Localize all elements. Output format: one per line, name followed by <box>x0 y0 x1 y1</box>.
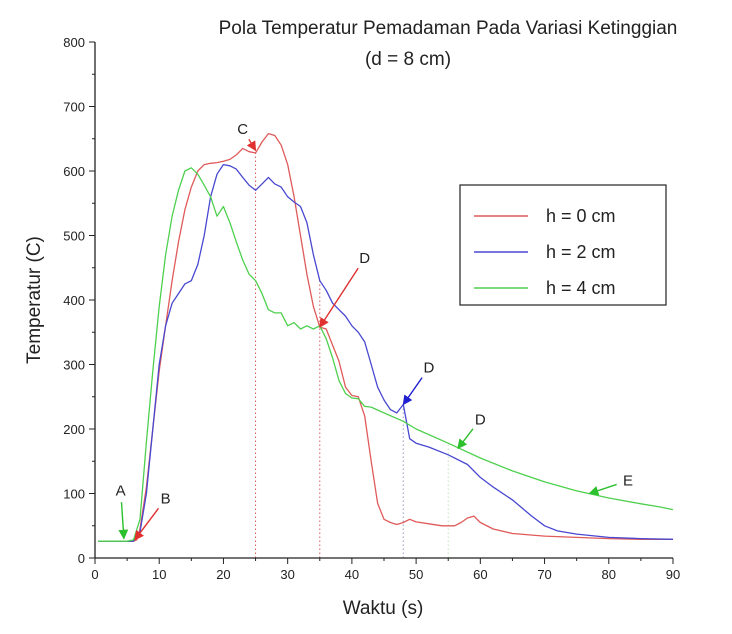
series-lines <box>98 132 674 542</box>
marker-lines <box>255 152 449 558</box>
x-tick-label: 40 <box>345 567 359 582</box>
annotation-arrow-4 <box>402 377 423 406</box>
x-tick-label: 30 <box>280 567 294 582</box>
annotation-label-4: D <box>424 360 435 377</box>
annotation-arrow-5 <box>457 428 474 450</box>
x-tick-label: 60 <box>473 567 487 582</box>
annotation-label-3: D <box>359 250 370 267</box>
x-tick-label: 70 <box>537 567 551 582</box>
x-tick-label: 0 <box>91 567 98 582</box>
y-tick-label: 0 <box>78 551 85 566</box>
y-tick-label: 800 <box>63 35 85 50</box>
x-tick-label: 90 <box>666 567 680 582</box>
chart-subtitle: (d = 8 cm) <box>365 49 451 70</box>
legend-label-h4: h = 4 cm <box>546 278 616 298</box>
x-axis-title: Waktu (s) <box>343 598 424 619</box>
chart-title: Pola Temperatur Pemadaman Pada Variasi K… <box>219 18 678 39</box>
y-tick-label: 400 <box>63 293 85 308</box>
annotation-arrow-3 <box>319 267 359 328</box>
y-tick-label: 600 <box>63 164 85 179</box>
annotation-label-6: E <box>623 473 633 490</box>
axes: 0 10 20 30 40 50 60 70 80 90 0 100 200 300 400 500 600 70… <box>63 35 680 582</box>
annotation-arrow-0 <box>118 502 129 540</box>
y-tick-label: 500 <box>63 229 85 244</box>
x-tick-label: 80 <box>602 567 616 582</box>
annotation-label-2: C <box>237 121 248 138</box>
x-tick-label: 50 <box>409 567 423 582</box>
annotation-label-0: A <box>116 482 126 499</box>
y-tick-label: 200 <box>63 422 85 437</box>
legend: h = 0 cm h = 2 cm h = 4 cm <box>459 184 667 306</box>
y-axis-title: Temperatur (C) <box>24 236 45 364</box>
annotations: A B C D D D E <box>116 121 633 541</box>
legend-label-h0: h = 0 cm <box>546 206 616 226</box>
y-tick-label: 300 <box>63 358 85 373</box>
y-tick-label: 700 <box>63 100 85 115</box>
annotation-arrow-6 <box>588 483 617 496</box>
annotation-label-1: B <box>161 491 171 508</box>
annotation-arrow-2 <box>246 138 257 152</box>
legend-box <box>459 184 667 306</box>
legend-label-h2: h = 2 cm <box>546 242 616 262</box>
annotation-arrow-1 <box>134 507 160 541</box>
x-tick-label: 10 <box>152 567 166 582</box>
series-line-1 <box>98 163 674 542</box>
series-line-2 <box>98 167 674 542</box>
x-tick-label: 20 <box>216 567 230 582</box>
y-tick-label: 100 <box>63 487 85 502</box>
series-line-0 <box>98 132 673 542</box>
annotation-label-5: D <box>475 411 486 428</box>
